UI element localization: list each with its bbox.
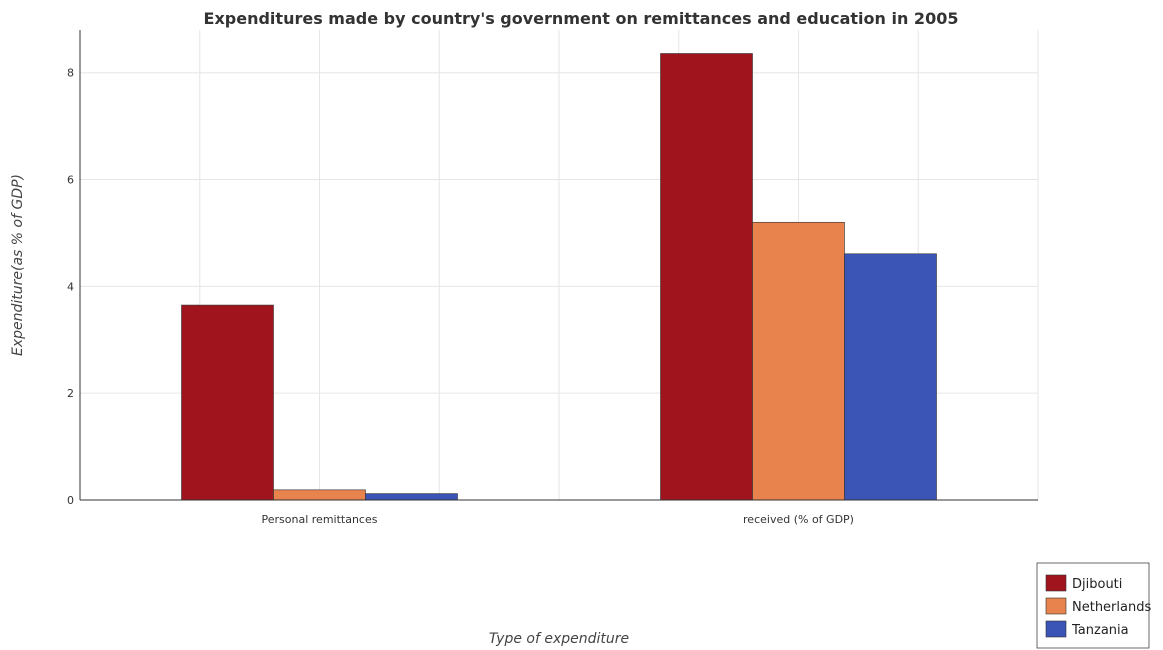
y-tick-label: 6 (67, 174, 74, 187)
legend-label: Netherlands (1072, 600, 1151, 615)
y-tick-label: 0 (67, 494, 74, 507)
legend-swatch (1045, 620, 1067, 638)
bar-djibouti (660, 53, 753, 501)
y-tick-label: 4 (67, 280, 74, 293)
bar-netherlands (273, 489, 366, 501)
bars (181, 53, 937, 501)
legend-label: Djibouti (1072, 577, 1122, 592)
x-tick-label: received (% of GDP) (743, 513, 854, 526)
legend-swatch (1045, 597, 1067, 615)
y-tick-label: 2 (67, 387, 74, 400)
legend: Djibouti Netherlands Tanzania (1036, 562, 1151, 649)
bar-djibouti (181, 304, 274, 501)
bar-netherlands (752, 221, 845, 501)
legend-swatch (1045, 574, 1067, 592)
x-axis-title: Type of expenditure (489, 631, 629, 647)
legend-label: Tanzania (1071, 623, 1129, 638)
bar-tanzania (844, 253, 937, 501)
chart-title: Expenditures made by country's governmen… (204, 9, 959, 28)
axis-ticks: 0 2 4 6 8 Personal remittances received (% of… (67, 67, 854, 526)
x-tick-label: Personal remittances (262, 513, 378, 526)
y-tick-label: 8 (67, 67, 74, 80)
y-axis-title: Expenditure(as % of GDP) (10, 174, 26, 356)
bar-tanzania (365, 493, 458, 501)
